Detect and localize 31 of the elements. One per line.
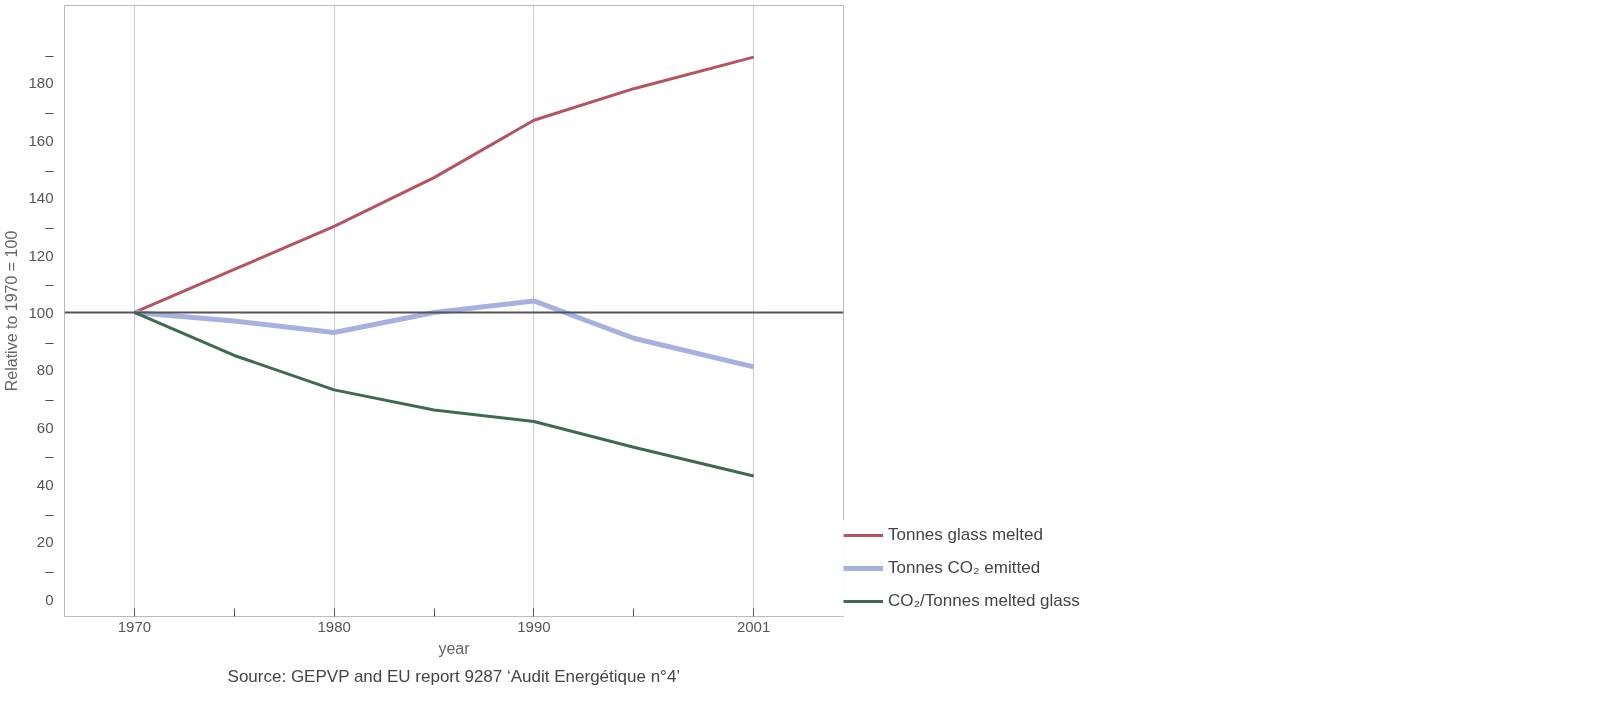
legend-label: Tonnes CO₂ emitted — [888, 558, 1041, 578]
y-tick-label: 100 — [28, 303, 54, 321]
y-tick-label: 40 — [36, 476, 54, 494]
y-tick-label: – — [45, 103, 55, 121]
y-tick-label: – — [45, 45, 55, 63]
y-tick-label: – — [45, 217, 55, 235]
y-tick-label: – — [45, 447, 55, 465]
y-tick-label: 140 — [28, 189, 54, 207]
y-tick-label: – — [45, 562, 55, 580]
y-tick-label: – — [45, 504, 55, 522]
y-tick-label: 120 — [28, 246, 54, 264]
y-axis-title: Relative to 1970 = 100 — [3, 230, 21, 392]
x-tick-label: 1970 — [117, 617, 152, 635]
source-note: Source: GEPVP and EU report 9287 ‘Audit Energétique n°4’ — [227, 666, 681, 686]
legend-label: Tonnes glass melted — [888, 525, 1043, 545]
y-tick-label: 160 — [28, 131, 54, 149]
y-tick-label: 80 — [36, 361, 54, 379]
y-tick-label: – — [45, 332, 55, 350]
y-tick-label: 180 — [28, 74, 54, 92]
y-tick-label: – — [45, 160, 55, 178]
legend-label: CO₂/Tonnes melted glass — [888, 591, 1080, 611]
y-tick-label: 0 — [45, 590, 54, 608]
line-series — [132, 310, 756, 478]
x-axis-title: year — [438, 639, 471, 657]
x-tick-label: 1990 — [517, 617, 551, 635]
x-tick-label: 1980 — [317, 617, 351, 635]
y-tick-label: – — [45, 389, 55, 407]
y-tick-label: – — [45, 275, 55, 293]
y-tick-label: 60 — [36, 418, 54, 436]
y-tick-label: 20 — [36, 533, 54, 551]
x-tick-label: 2001 — [736, 617, 771, 635]
